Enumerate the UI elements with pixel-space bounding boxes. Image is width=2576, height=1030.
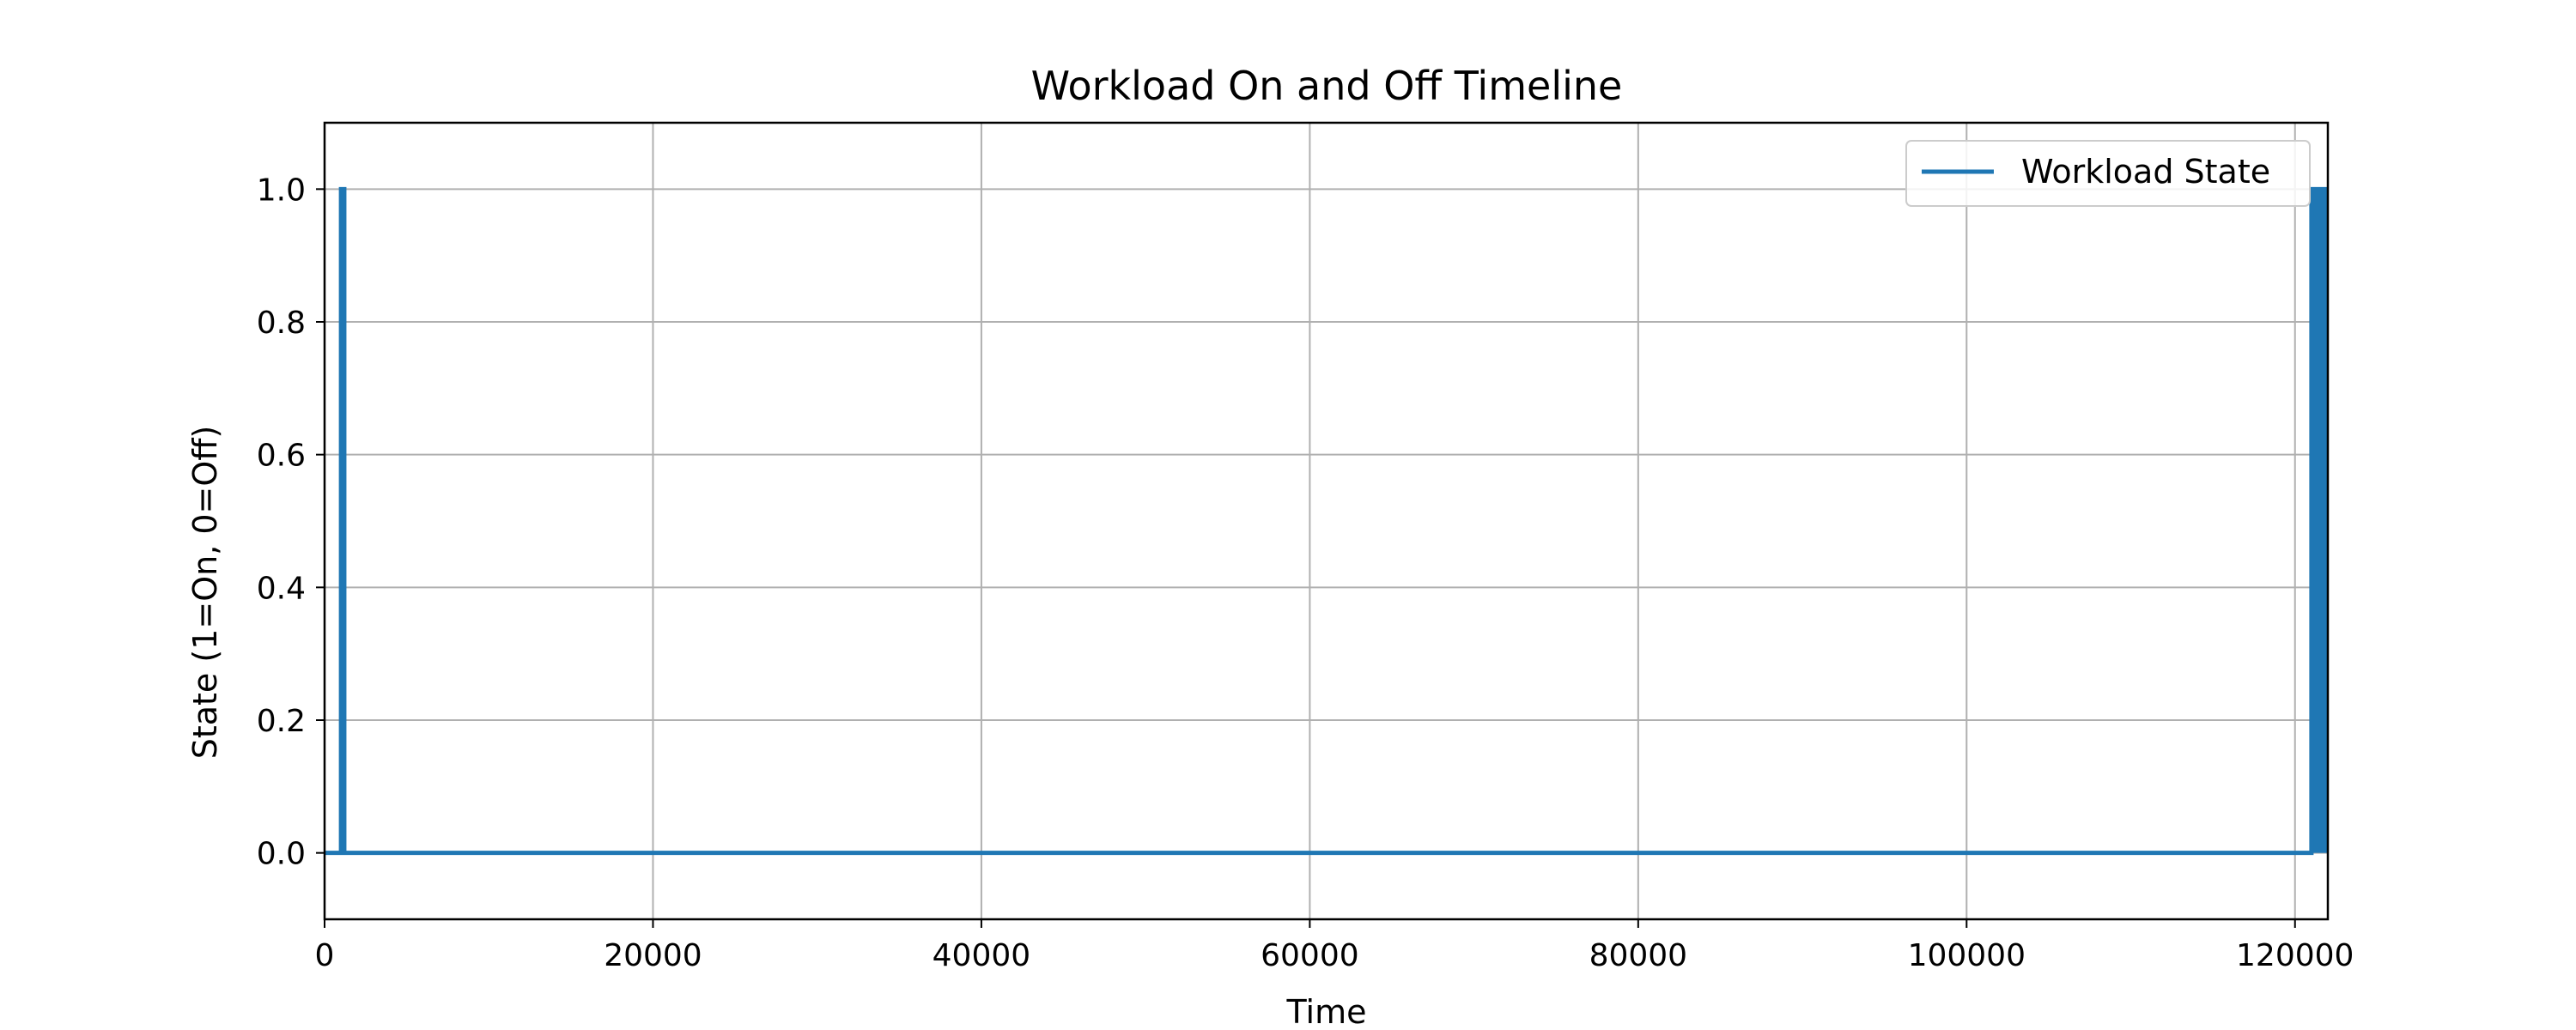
x-tick-label: 0 xyxy=(315,938,335,973)
plot-frame xyxy=(323,121,2330,921)
x-axis-title: Time xyxy=(1286,993,1367,1030)
x-tick-label: 40000 xyxy=(933,938,1031,973)
y-tick-label: 0.8 xyxy=(257,306,306,341)
y-tick-label: 0.4 xyxy=(257,571,306,606)
y-axis-title: State (1=On, 0=Off) xyxy=(186,426,224,760)
x-axis-ticks: 0 20000 40000 60000 80000 100000 120000 xyxy=(315,919,2354,973)
plot-series xyxy=(325,186,2328,856)
legend-label-workload-state: Workload State xyxy=(2021,153,2270,191)
y-tick-label: 1.0 xyxy=(257,173,306,208)
x-tick-label: 20000 xyxy=(604,938,702,973)
y-axis-ticks: 0.0 0.2 0.4 0.6 0.8 1.0 xyxy=(257,173,325,872)
y-tick-label: 0.0 xyxy=(257,837,306,872)
on-interval-workload-state xyxy=(2311,189,2328,853)
y-tick-label: 0.2 xyxy=(257,704,306,739)
x-tick-label: 60000 xyxy=(1261,938,1359,973)
x-tick-label: 120000 xyxy=(2236,938,2354,973)
legend-box xyxy=(1905,140,2311,207)
series-line-workload-state xyxy=(325,186,2328,856)
x-tick-label: 80000 xyxy=(1589,938,1688,973)
legend: Workload State xyxy=(1905,140,2311,207)
y-tick-label: 0.6 xyxy=(257,439,306,474)
chart-title: Workload On and Off Timeline xyxy=(1031,63,1623,109)
x-tick-label: 100000 xyxy=(1908,938,2026,973)
